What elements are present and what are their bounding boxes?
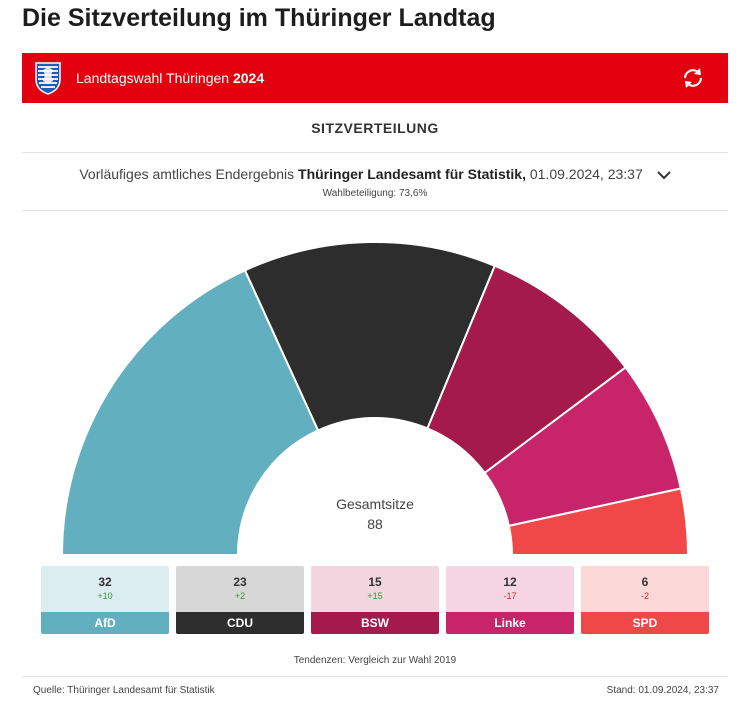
refresh-icon[interactable] [680,65,706,91]
party-card-afd[interactable]: 32 +10 AfD [41,566,169,634]
party-seats: 32 [98,575,112,589]
party-card-top: 15 +15 [311,566,439,612]
party-card-spd[interactable]: 6 -2 SPD [581,566,709,634]
party-delta: +15 [367,591,383,601]
party-seats: 15 [368,575,382,589]
result-timestamp: 01.09.2024, 23:37 [529,166,643,182]
party-card-bsw[interactable]: 15 +15 BSW [311,566,439,634]
party-card-top: 12 -17 [446,566,574,612]
section-title: SITZVERTEILUNG [311,120,439,136]
chevron-down-icon[interactable] [656,170,671,180]
party-name: AfD [41,612,169,634]
page-title: Die Sitzverteilung im Thüringer Landtag [22,4,496,32]
party-card-top: 6 -2 [581,566,709,612]
result-organization: Thüringer Landesamt für Statistik, [298,166,526,182]
party-delta: +2 [234,591,246,601]
party-card-top: 32 +10 [41,566,169,612]
party-seats: 12 [503,575,517,589]
banner-year: 2024 [232,70,265,86]
party-delta: +10 [97,591,113,601]
divider [22,152,728,153]
party-seats: 6 [641,575,649,589]
hemicycle-segment-spd[interactable] [507,487,690,556]
total-seats-value: 88 [367,516,383,532]
divider [22,210,728,211]
hemicycle-segment-afd[interactable] [60,268,320,556]
party-card-linke[interactable]: 12 -17 Linke [446,566,574,634]
election-banner: Landtagswahl Thüringen 2024 [22,53,728,103]
party-seats: 23 [233,575,247,589]
party-delta: -2 [640,591,649,601]
total-seats-label: Gesamtsitze [336,496,414,512]
comparison-note: Tendenzen: Vergleich zur Wahl 2019 [293,655,457,666]
banner-label: Landtagswahl Thüringen 2024 [76,70,264,86]
coat-of-arms-icon [35,62,61,95]
turnout-text: Wahlbeteiligung: 73,6% [322,188,428,199]
party-card-top: 23 +2 [176,566,304,612]
result-line[interactable]: Vorläufiges amtliches Endergebnis Thürin… [22,166,728,182]
party-name: SPD [581,612,709,634]
stand-text: Stand: 01.09.2024, 23:37 [606,685,719,696]
party-name: Linke [446,612,574,634]
hemicycle-segment-cdu[interactable] [243,241,497,432]
party-cards: 32 +10 AfD 23 +2 CDU 15 +15 BSW 12 -17 L… [41,566,709,634]
party-name: CDU [176,612,304,634]
source-text: Quelle: Thüringer Landesamt für Statisti… [33,685,215,696]
divider [22,676,728,677]
party-name: BSW [311,612,439,634]
banner-label-text: Landtagswahl Thüringen [76,70,230,86]
party-card-cdu[interactable]: 23 +2 CDU [176,566,304,634]
result-prefix: Vorläufiges amtliches Endergebnis [79,166,295,182]
party-delta: -17 [503,591,517,601]
